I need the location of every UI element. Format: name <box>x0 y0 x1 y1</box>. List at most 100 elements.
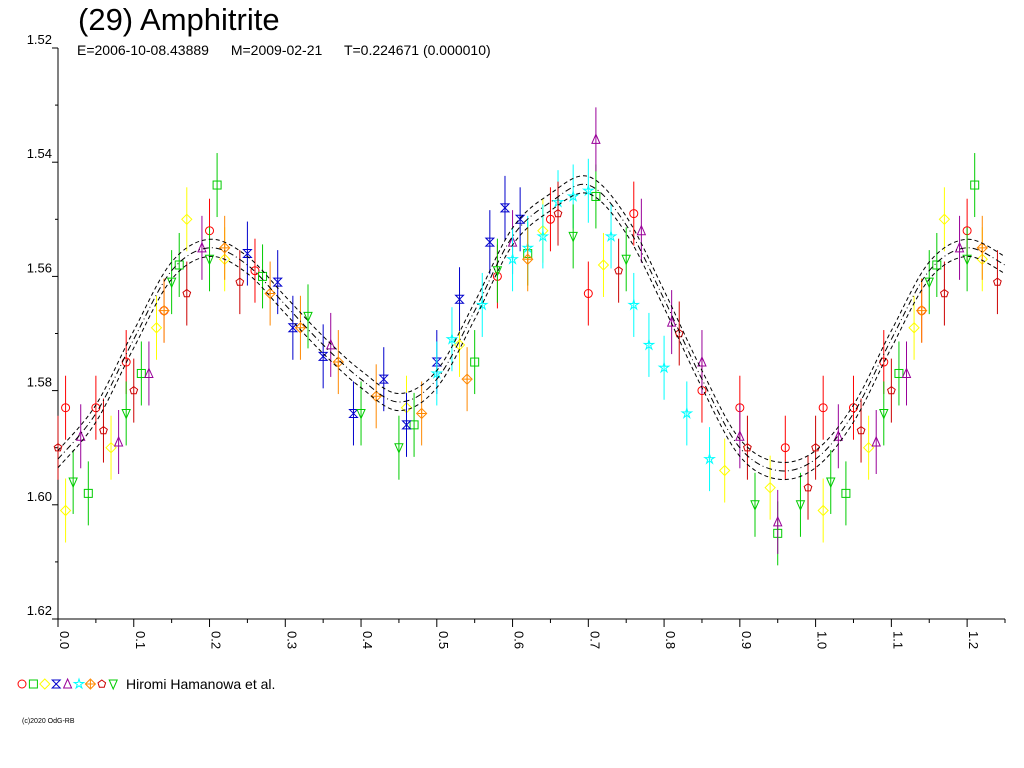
data-point <box>871 435 881 447</box>
data-point <box>833 430 844 441</box>
data-point <box>545 214 555 224</box>
data-point <box>627 298 641 311</box>
data-point <box>415 407 428 420</box>
data-point <box>938 213 951 226</box>
x-tick-label: 0.6 <box>512 631 527 649</box>
data-point <box>182 288 192 298</box>
legend-marker <box>72 677 86 690</box>
legend-marker <box>108 679 118 691</box>
data-point <box>303 311 313 323</box>
data-point <box>636 224 647 236</box>
data-point <box>499 203 511 213</box>
data-point <box>811 443 820 452</box>
data-point <box>764 481 776 494</box>
data-point <box>718 464 731 477</box>
x-tick-label: 0.0 <box>57 631 72 649</box>
data-point <box>680 406 694 419</box>
data-point <box>121 408 131 420</box>
data-point <box>825 477 836 489</box>
legend: Hiromi Hamanowa et al. <box>16 674 275 694</box>
y-tick-label: 1.54 <box>27 146 52 161</box>
data-point <box>604 229 618 242</box>
y-tick-label: 1.58 <box>27 375 52 390</box>
period-label: T=0.224671 (0.000010) <box>343 42 491 58</box>
data-point <box>53 443 63 452</box>
data-point <box>83 488 93 498</box>
legend-marker <box>62 677 73 689</box>
x-tick-label: 0.5 <box>436 631 451 649</box>
data-point <box>158 304 170 317</box>
data-point <box>735 430 745 441</box>
data-point <box>430 366 444 379</box>
data-point <box>591 133 601 144</box>
data-point <box>445 332 459 345</box>
data-point <box>59 504 72 517</box>
data-point <box>962 254 972 266</box>
x-tick-label: 0.7 <box>587 631 602 649</box>
fit-band-upper <box>57 175 1006 463</box>
fit-band-lower <box>57 192 1006 481</box>
data-point <box>901 367 912 378</box>
data-point <box>703 452 716 465</box>
legend-marker <box>97 679 107 688</box>
data-point <box>818 403 828 413</box>
data-point <box>976 242 988 254</box>
x-tick-label: 0.4 <box>360 631 375 649</box>
data-point <box>394 443 404 454</box>
data-point <box>621 254 631 266</box>
data-point <box>750 500 760 512</box>
data-point <box>317 351 329 361</box>
legend-marker <box>28 679 38 689</box>
y-tick-label: 1.60 <box>27 489 52 504</box>
data-point <box>697 355 707 367</box>
data-point <box>250 266 260 276</box>
data-point <box>566 189 580 202</box>
x-tick-label: 1.2 <box>966 631 981 649</box>
copyright-text: (c)2020 OdG-RB <box>22 718 75 725</box>
data-point <box>591 191 601 201</box>
data-point <box>212 180 222 190</box>
data-point <box>332 356 345 368</box>
data-point <box>461 373 473 385</box>
data-point <box>597 259 610 271</box>
data-point <box>915 304 928 317</box>
data-point <box>583 289 593 299</box>
data-point <box>970 180 980 190</box>
data-point <box>908 322 920 334</box>
legend-marker <box>17 679 27 689</box>
legend-marker <box>84 678 97 690</box>
axes: 1.52 1.54 1.56 1.58 1.60 1.62 0.0 0.1 0.2 0.3 0.4 0… <box>27 32 1006 649</box>
data-point <box>856 425 866 435</box>
x-tick-label: 0.2 <box>209 631 224 649</box>
x-tick-label: 0.3 <box>284 631 299 649</box>
data-point <box>258 271 268 281</box>
data-point <box>581 183 595 197</box>
data-point <box>666 315 677 327</box>
x-tick-label: 1.0 <box>815 631 830 649</box>
chart-title: (29) Amphitrite <box>78 2 280 37</box>
data-point <box>204 254 215 266</box>
legend-marker <box>39 678 51 690</box>
x-tick-label: 0.1 <box>133 631 148 649</box>
data-point <box>817 504 829 517</box>
data-point <box>642 338 656 351</box>
data-point <box>150 322 163 334</box>
data-point <box>522 253 534 265</box>
data-point <box>431 357 443 367</box>
data-point <box>932 260 942 270</box>
data-point <box>803 483 813 492</box>
data-point <box>454 294 465 304</box>
x-tick-label: 0.8 <box>663 631 678 649</box>
data-point <box>242 249 253 259</box>
data-point <box>272 277 283 287</box>
data-point <box>136 368 146 378</box>
data-point <box>113 435 124 447</box>
data-point <box>506 252 519 265</box>
data-point <box>144 367 154 378</box>
data-point <box>370 390 382 403</box>
epoch-label: E=2006-10-08.43889 <box>77 42 209 58</box>
data-point <box>401 420 412 430</box>
data-point <box>129 385 139 395</box>
data-point <box>409 420 419 430</box>
